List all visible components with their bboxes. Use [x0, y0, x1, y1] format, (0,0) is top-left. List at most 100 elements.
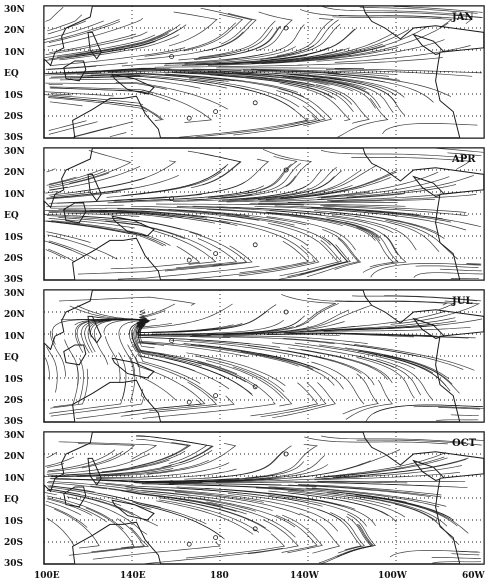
streamline — [299, 513, 341, 554]
streamline — [121, 53, 264, 67]
streamline — [74, 210, 216, 224]
lon-label-60w: 60W — [462, 571, 486, 581]
streamline — [172, 343, 299, 367]
streamline — [77, 264, 222, 275]
streamline — [46, 215, 142, 224]
streamline — [323, 452, 447, 477]
streamline — [362, 234, 407, 273]
streamline — [281, 294, 336, 327]
streamline — [272, 212, 381, 242]
streamline — [133, 482, 282, 486]
lat-label-10s: 10S — [4, 375, 23, 385]
streamline — [77, 160, 177, 192]
streamline — [342, 343, 464, 370]
streamline — [432, 561, 482, 564]
streamline — [276, 18, 334, 57]
map-panel-apr: APR 30N 20N 10N EQ 10S 20S 30S — [4, 147, 485, 285]
streamline — [325, 69, 473, 77]
streamline — [101, 442, 192, 473]
island-marker — [186, 399, 192, 405]
streamline — [164, 55, 308, 66]
streamline — [354, 344, 475, 371]
streamline — [93, 320, 112, 365]
streamline — [125, 486, 264, 503]
streamline — [345, 379, 394, 420]
streamline — [131, 205, 277, 214]
streamline — [44, 357, 50, 380]
streamline — [154, 64, 303, 68]
streamline — [304, 436, 448, 445]
streamline — [221, 176, 335, 201]
streamline — [226, 215, 331, 246]
lat-label-30n: 30N — [4, 5, 25, 15]
streamline — [186, 352, 286, 386]
streamline — [323, 26, 428, 59]
lat-label-30s: 30S — [4, 559, 23, 569]
streamline — [59, 296, 196, 306]
streamline — [159, 353, 257, 389]
streamline — [66, 496, 148, 535]
streamline — [47, 14, 83, 32]
streamline — [216, 67, 365, 69]
streamline — [326, 217, 399, 256]
streamline — [44, 220, 164, 247]
streamline — [46, 490, 134, 516]
streamline — [104, 336, 121, 383]
streamline — [68, 527, 150, 556]
streamline — [129, 185, 265, 202]
streamline — [415, 265, 479, 268]
streamline — [189, 78, 300, 108]
streamline — [118, 352, 127, 399]
lat-label-eq: EQ — [4, 495, 19, 505]
streamline — [48, 212, 140, 217]
streamline — [337, 98, 389, 138]
streamline — [288, 347, 388, 380]
streamline — [135, 322, 243, 334]
streamline — [46, 451, 58, 459]
lat-label-30n: 30N — [4, 431, 25, 441]
streamline — [320, 482, 468, 489]
streamline — [203, 445, 292, 479]
streamline — [222, 335, 368, 344]
streamline — [46, 517, 75, 546]
streamline — [276, 90, 326, 128]
streamline — [216, 206, 361, 218]
streamline — [151, 310, 268, 334]
streamline — [49, 86, 152, 93]
streamline — [297, 57, 443, 66]
streamline — [287, 239, 349, 277]
streamline — [133, 344, 201, 384]
streamline — [137, 353, 230, 390]
lat-label-20n: 20N — [4, 452, 25, 462]
streamline — [79, 73, 224, 82]
streamline — [208, 163, 292, 199]
streamline — [390, 300, 481, 325]
streamline — [50, 191, 91, 197]
streamline — [195, 25, 282, 60]
streamline — [177, 74, 304, 98]
streamline — [44, 94, 144, 106]
streamline — [183, 461, 304, 482]
streamline — [365, 12, 483, 19]
lon-label-100e: 100E — [34, 571, 60, 581]
streamline — [189, 231, 248, 266]
streamline — [379, 497, 469, 534]
streamline — [205, 13, 257, 52]
streamline — [183, 343, 311, 367]
streamline — [384, 295, 481, 302]
streamline — [59, 491, 158, 527]
streamline — [413, 272, 483, 278]
lon-label-140w: 140W — [290, 571, 320, 581]
streamline — [49, 459, 170, 477]
streamline — [243, 70, 386, 83]
streamline — [46, 450, 124, 473]
streamline — [45, 249, 66, 260]
streamline — [332, 16, 453, 28]
south-america-landmass — [435, 47, 485, 139]
lat-label-eq: EQ — [4, 69, 19, 79]
streamline — [46, 168, 104, 186]
streamline — [294, 342, 416, 370]
streamline — [176, 238, 238, 269]
lat-label-20n: 20N — [4, 168, 25, 178]
streamline — [47, 17, 144, 48]
